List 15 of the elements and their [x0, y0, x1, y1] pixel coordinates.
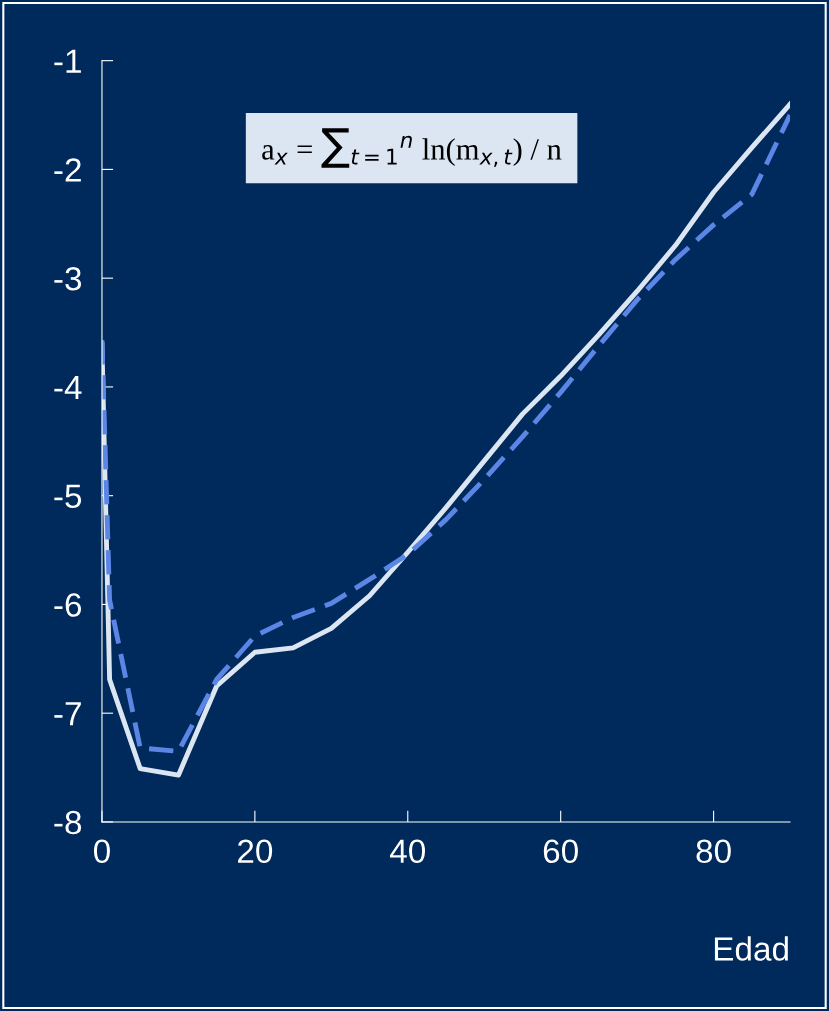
y-tick-label: -6: [54, 593, 82, 617]
x-tick-label: 40: [390, 839, 426, 864]
y-tick-label: -4: [54, 376, 82, 399]
x-tick-label: 0: [94, 839, 110, 864]
y-tick-label: -2: [54, 158, 81, 182]
y-tick-label: -1: [54, 49, 81, 73]
x-axis-title: Edad: [714, 936, 788, 961]
annotation: a$_{x}$ = ∑$_{t=1}$$^{n}$ ln(m$_{x,t}$) / n: [262, 128, 562, 168]
x-tick-label: 80: [696, 839, 731, 864]
y-tick-label: -8: [54, 810, 82, 835]
y-tick-label: -5: [54, 484, 82, 509]
y-tick-label: -7: [54, 702, 81, 726]
y-tick-label: -3: [54, 266, 82, 291]
x-tick-label: 60: [543, 839, 578, 864]
x-tick-label: 20: [238, 839, 273, 864]
